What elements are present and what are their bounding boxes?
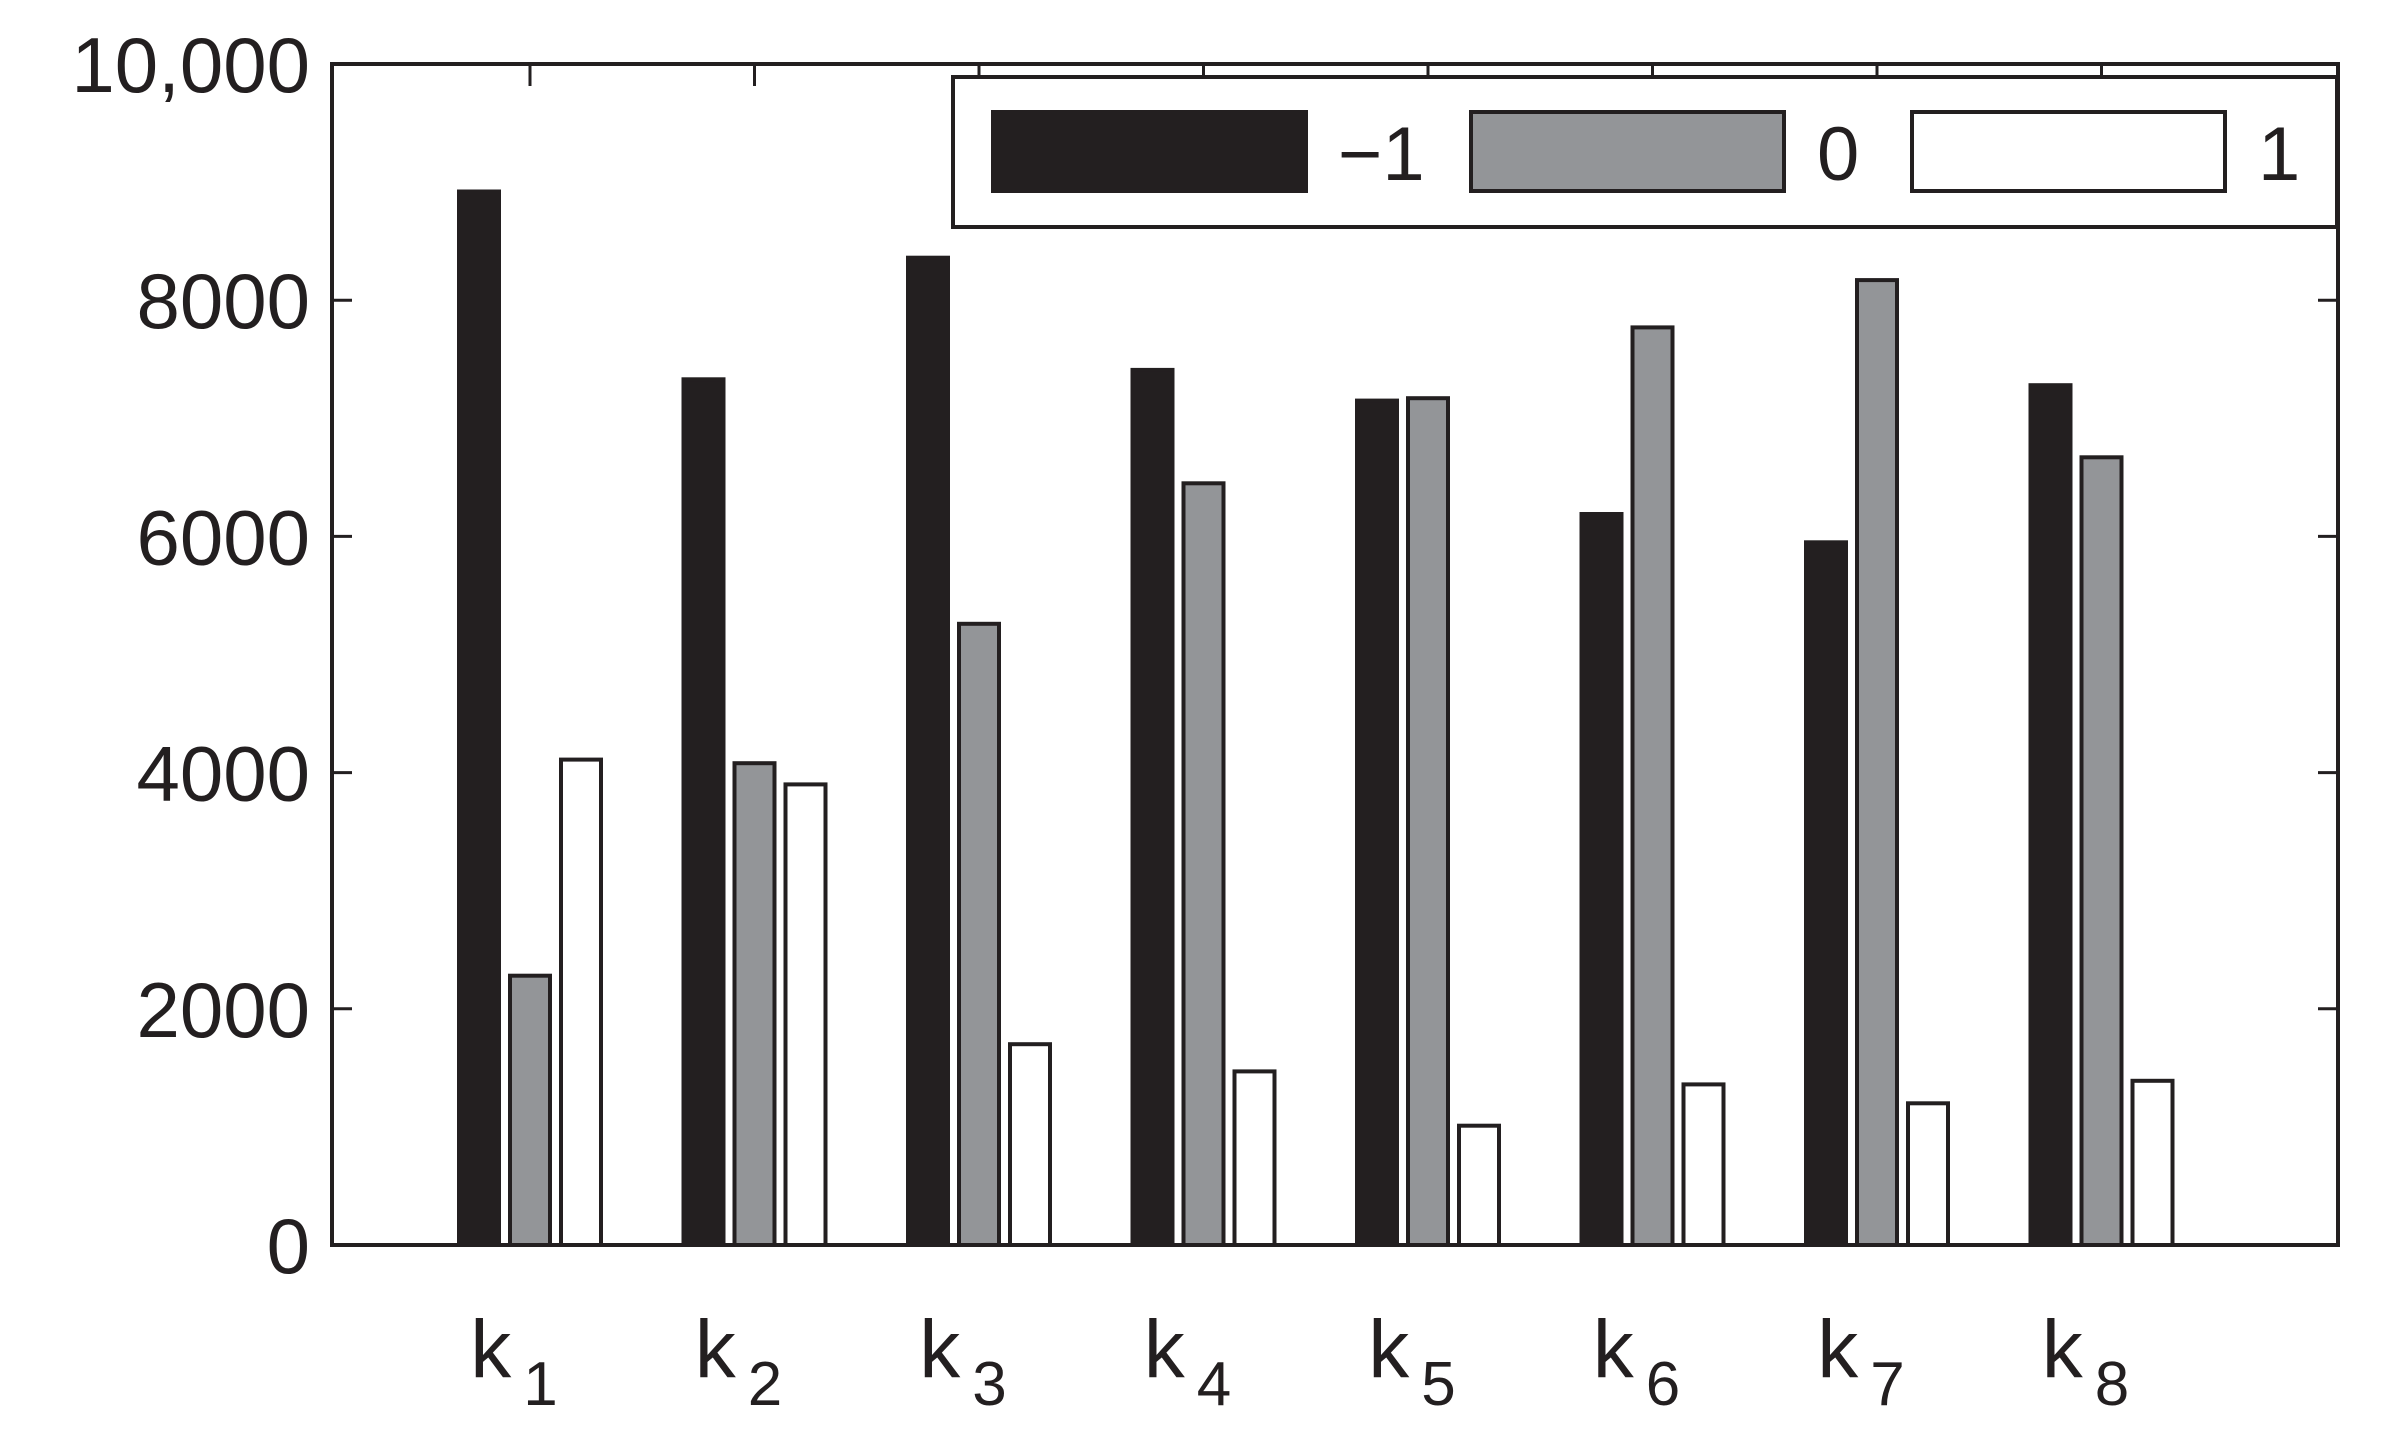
bar-1-series-2 [508, 973, 552, 1247]
bar-5-series-3 [1457, 1123, 1501, 1247]
legend-swatch-1 [991, 110, 1308, 193]
bar-7-series-2 [1855, 278, 1899, 1248]
y-tick-label-1: 2000 [136, 966, 310, 1054]
y-tick-label-2: 4000 [136, 730, 310, 818]
legend-label-3: 1 [2258, 112, 2300, 197]
bar-4-series-1 [1130, 367, 1175, 1247]
bar-3-series-1 [906, 255, 950, 1247]
bar-5-series-2 [1406, 396, 1450, 1247]
bars-layer [457, 189, 2175, 1248]
bar-3-series-2 [957, 621, 1001, 1247]
legend-swatch-3 [1910, 110, 2227, 193]
legend: −1 0 1 [951, 75, 2339, 229]
bar-2-series-3 [783, 782, 828, 1248]
y-tick-label-4: 8000 [136, 257, 310, 345]
y-tick-label-0: 0 [267, 1202, 310, 1290]
bar-4-series-3 [1232, 1069, 1277, 1248]
bar-8-series-3 [2130, 1078, 2175, 1248]
bar-7-series-1 [1804, 540, 1848, 1247]
bar-6-series-3 [1681, 1082, 1726, 1248]
bar-7-series-3 [1906, 1101, 1950, 1248]
y-axis: 0 2000 4000 6000 8000 10,000 [71, 21, 2338, 1290]
bar-6-series-2 [1630, 325, 1675, 1247]
plot-frame [330, 62, 2340, 1247]
bar-4-series-2 [1181, 481, 1226, 1247]
legend-label-2: 0 [1817, 112, 1859, 197]
legend-label-1: −1 [1338, 112, 1425, 197]
bar-2-series-1 [681, 377, 726, 1247]
bar-3-series-3 [1008, 1042, 1052, 1247]
bar-8-series-2 [2079, 455, 2124, 1247]
y-tick-label-5: 10,000 [71, 21, 310, 109]
bar-6-series-1 [1579, 512, 1624, 1247]
legend-swatch-2 [1469, 110, 1786, 193]
bar-2-series-2 [732, 761, 777, 1247]
y-tick-label-3: 6000 [136, 493, 310, 581]
bar-1-series-3 [559, 757, 603, 1247]
bar-8-series-1 [2028, 383, 2073, 1247]
bar-5-series-1 [1355, 398, 1399, 1248]
bar-1-series-1 [457, 189, 501, 1247]
